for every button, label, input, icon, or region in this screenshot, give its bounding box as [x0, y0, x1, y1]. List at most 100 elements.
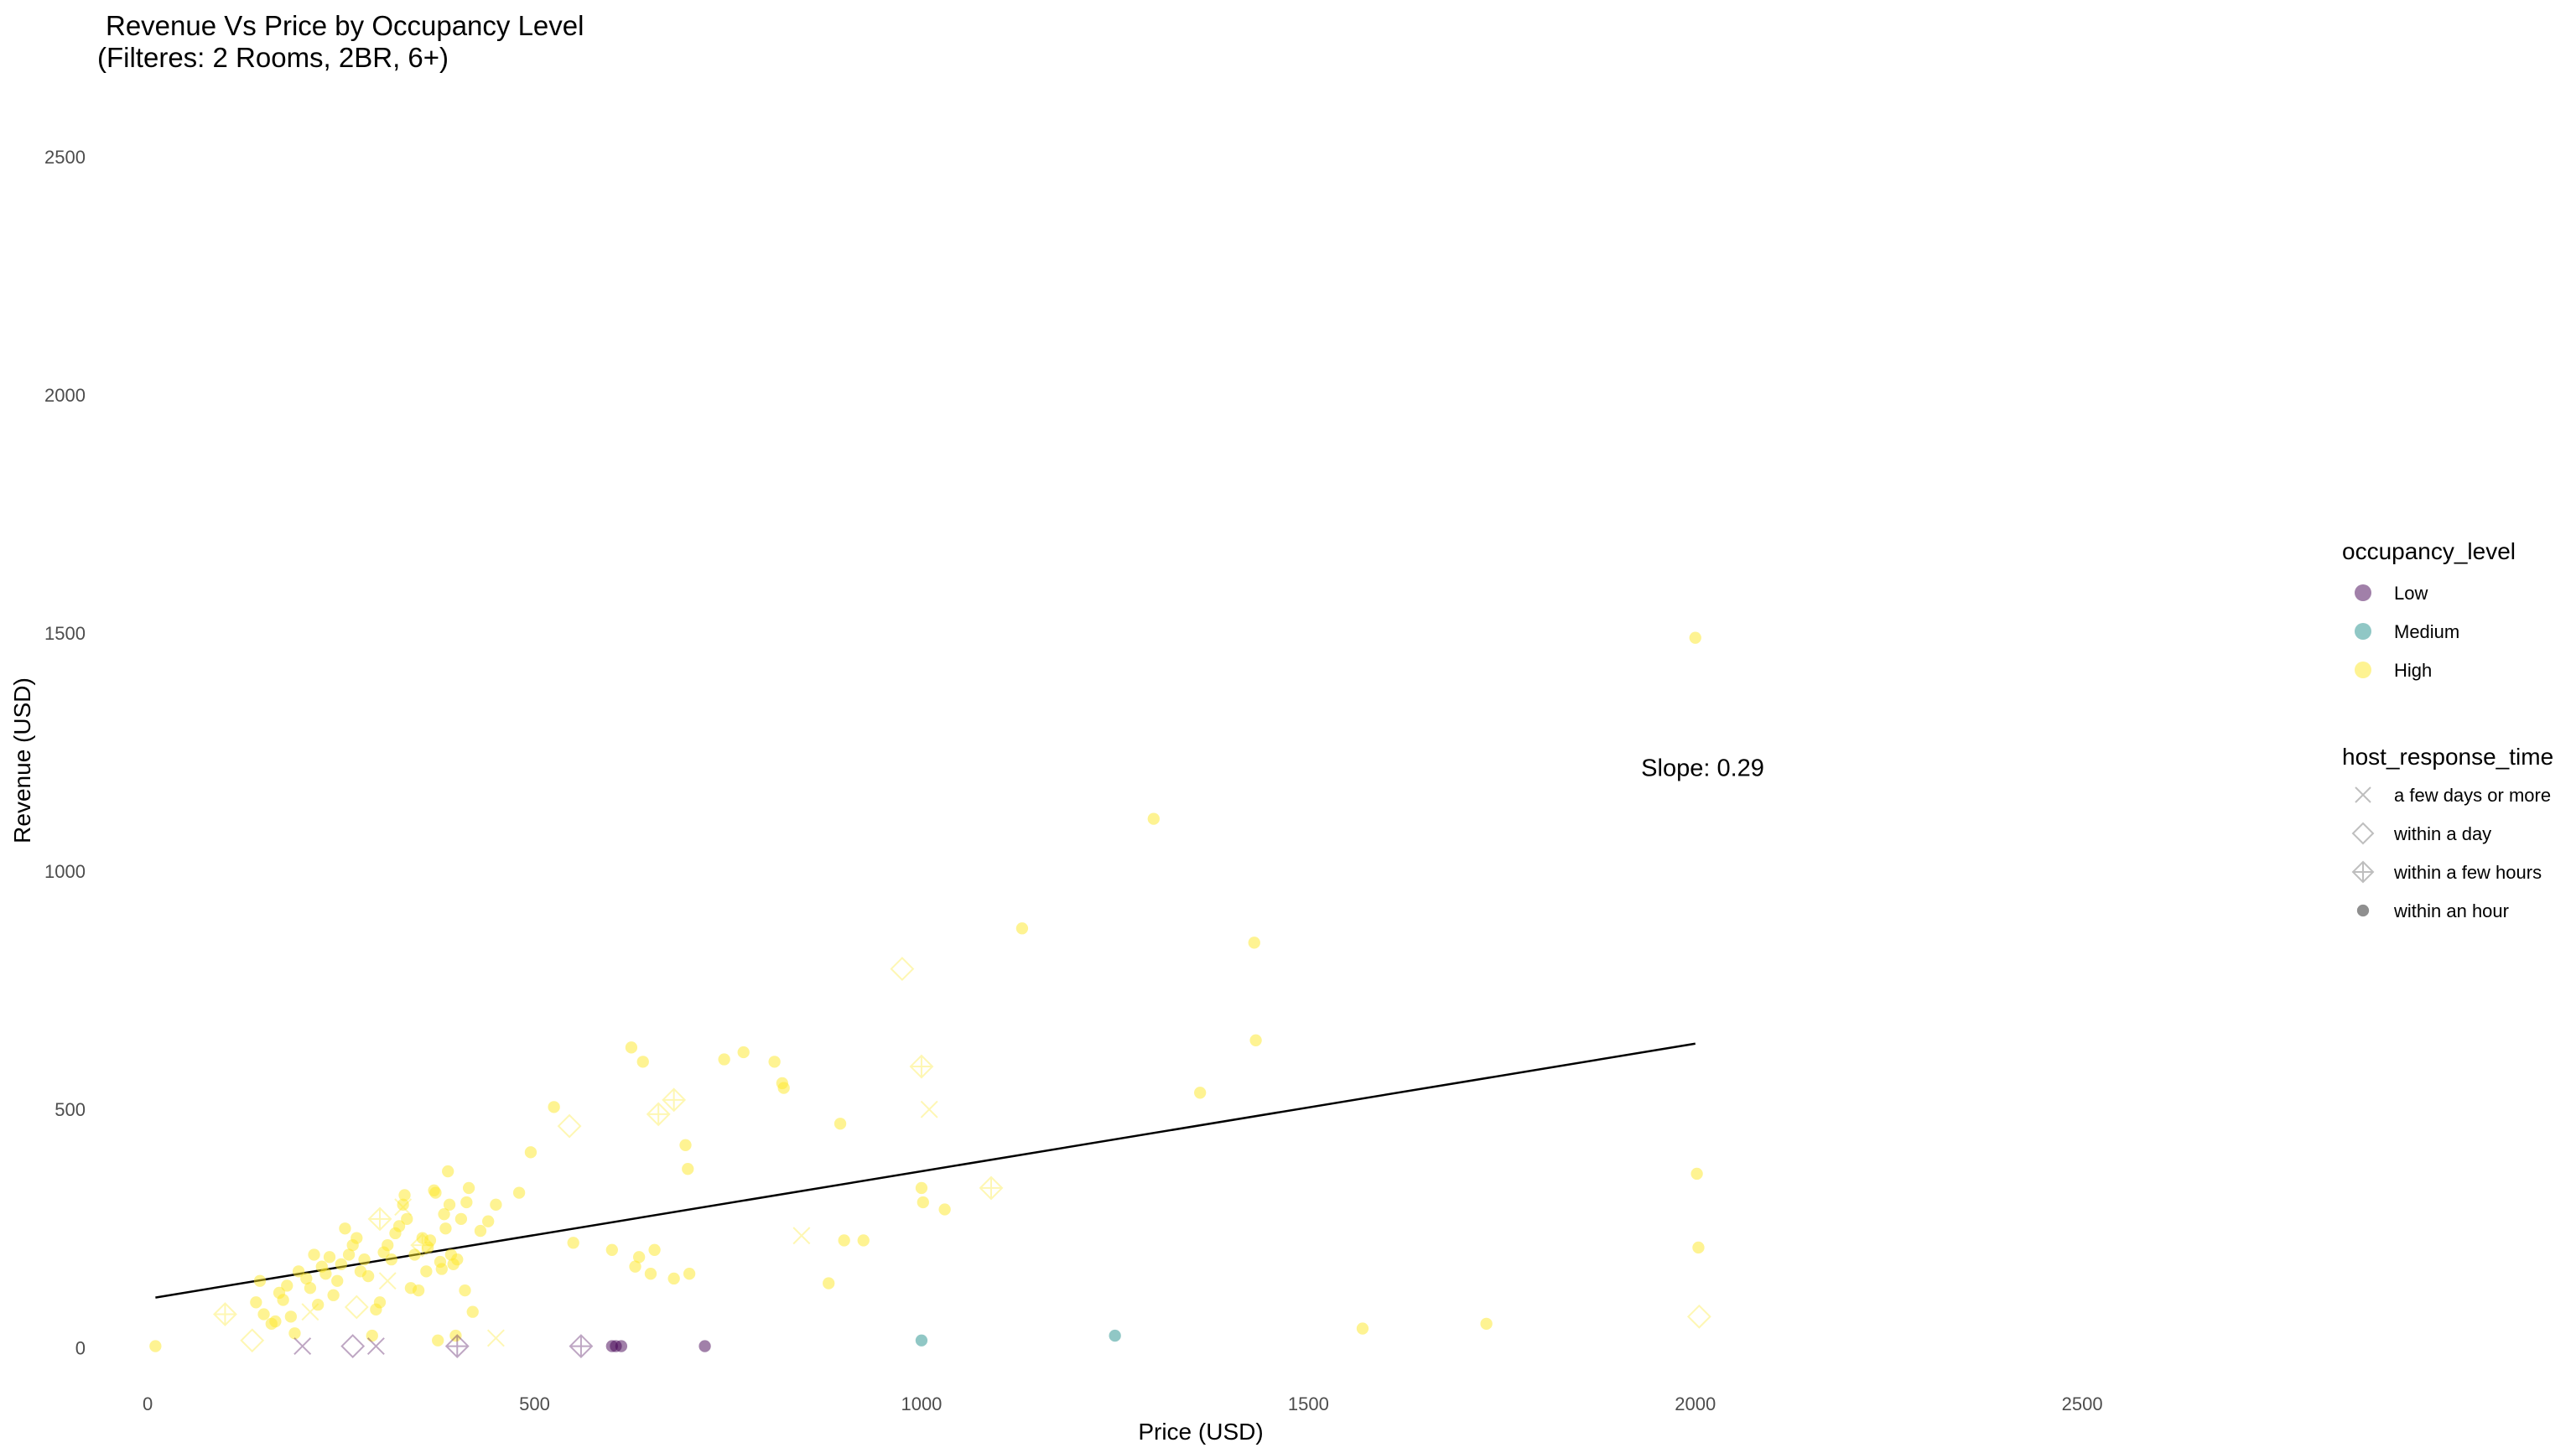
data-point-high [443, 1198, 456, 1211]
data-point-high [777, 1082, 790, 1094]
data-point-high [358, 1253, 371, 1266]
chart-subtitle: (Filteres: 2 Rooms, 2BR, 6+) [97, 42, 449, 73]
data-point-high [408, 1248, 421, 1261]
data-point-low [366, 1337, 385, 1356]
data-point-high [667, 1272, 680, 1285]
data-point-high [512, 1186, 526, 1199]
data-point-high [442, 1165, 454, 1178]
data-point-high [823, 1277, 835, 1290]
data-point-high [1356, 1322, 1369, 1335]
legend-color-label: High [2394, 660, 2432, 681]
data-point-high [917, 1196, 929, 1209]
data-point-high [909, 1054, 934, 1079]
data-point-high [482, 1215, 495, 1227]
x-axis-ticks: 0 500 1000 1500 2000 2500 [143, 1393, 2103, 1414]
data-point-medium [915, 1334, 928, 1347]
x-tick-label: 500 [519, 1393, 550, 1414]
data-point-high [300, 1272, 313, 1285]
data-point-high [301, 1303, 319, 1321]
data-point-high [486, 1329, 505, 1347]
y-tick-label: 2500 [44, 147, 86, 168]
legend-shape-label: a few days or more [2394, 785, 2551, 806]
data-point-high [361, 1269, 375, 1283]
data-point-high [420, 1265, 433, 1278]
legend-color-label: Medium [2394, 621, 2459, 642]
x-tick-label: 1000 [901, 1393, 942, 1414]
y-tick-label: 0 [75, 1337, 86, 1358]
data-point-high [1015, 922, 1029, 935]
data-point-high [269, 1315, 282, 1328]
data-point-high [838, 1234, 850, 1247]
legend-shape-label: within a day [2393, 823, 2491, 844]
legend-color-key [2355, 623, 2371, 640]
legend-shape-entries: a few days or more within a day within a f… [2351, 785, 2551, 921]
data-point-high [567, 1237, 579, 1249]
data-point-high [277, 1294, 289, 1306]
legend-color-key [2355, 584, 2371, 601]
data-point-high [490, 1198, 502, 1211]
data-point-high [149, 1340, 162, 1352]
data-point-high [629, 1260, 641, 1273]
legend-shape-label: within a few hours [2393, 862, 2542, 883]
data-point-low [293, 1337, 312, 1356]
data-point-low [569, 1334, 594, 1358]
legend: occupancy_level Low Medium High host_respo… [2342, 538, 2553, 921]
legend-shape-label: within an hour [2393, 900, 2509, 921]
data-point-high [323, 1251, 336, 1264]
data-point-high [250, 1296, 262, 1309]
data-point-low [615, 1340, 628, 1352]
data-point-high [344, 1295, 369, 1320]
data-point-high [625, 1041, 638, 1054]
data-point-high [605, 1243, 618, 1256]
data-point-low [340, 1334, 366, 1358]
data-point-high [679, 1139, 692, 1151]
data-point-high [682, 1163, 694, 1175]
legend-color-entries: Low Medium High [2355, 583, 2459, 681]
data-point-high [683, 1268, 696, 1280]
data-point-high [1686, 1304, 1711, 1329]
data-point-high [557, 1113, 582, 1139]
data-point-high [460, 1196, 473, 1209]
data-point-high [367, 1207, 392, 1232]
data-point-high [392, 1220, 406, 1232]
data-point-high [312, 1298, 325, 1311]
data-point-high [288, 1327, 301, 1340]
data-point-high [466, 1305, 479, 1318]
legend-shape-key [2356, 904, 2370, 917]
data-point-high [382, 1238, 394, 1252]
data-point-high [636, 1056, 649, 1068]
data-point-high [331, 1274, 344, 1287]
data-point-high [339, 1222, 351, 1235]
y-axis-label: Revenue (USD) [9, 677, 35, 843]
data-point-high [281, 1279, 293, 1292]
chart-title: Revenue Vs Price by Occupancy Level [106, 10, 584, 41]
data-point-high [938, 1203, 951, 1216]
data-point-high [213, 1302, 237, 1326]
data-point-high [438, 1208, 450, 1221]
x-tick-label: 2000 [1675, 1393, 1716, 1414]
data-point-high [439, 1222, 452, 1235]
data-point-high [342, 1248, 356, 1261]
data-point-high [646, 1102, 671, 1127]
data-point-high [474, 1224, 487, 1238]
data-point-high [240, 1328, 265, 1353]
data-point-high [768, 1056, 781, 1068]
y-tick-label: 1500 [44, 623, 86, 644]
data-point-high [1194, 1087, 1207, 1099]
data-point-high [890, 957, 915, 981]
data-point-high [366, 1329, 378, 1342]
data-point-high [524, 1146, 538, 1159]
data-point-high [1249, 1034, 1262, 1046]
legend-shape-title: host_response_time [2342, 744, 2553, 770]
data-point-high [423, 1234, 437, 1247]
data-point-high [920, 1100, 938, 1118]
slope-annotation: Slope: 0.29 [1641, 755, 1764, 781]
data-point-high [401, 1212, 413, 1226]
x-tick-label: 2500 [2062, 1393, 2103, 1414]
data-point-high [432, 1334, 444, 1347]
legend-shape-key [2355, 786, 2371, 803]
data-point-high [648, 1243, 661, 1256]
y-tick-label: 1000 [44, 861, 86, 882]
data-point-high [915, 1181, 928, 1195]
